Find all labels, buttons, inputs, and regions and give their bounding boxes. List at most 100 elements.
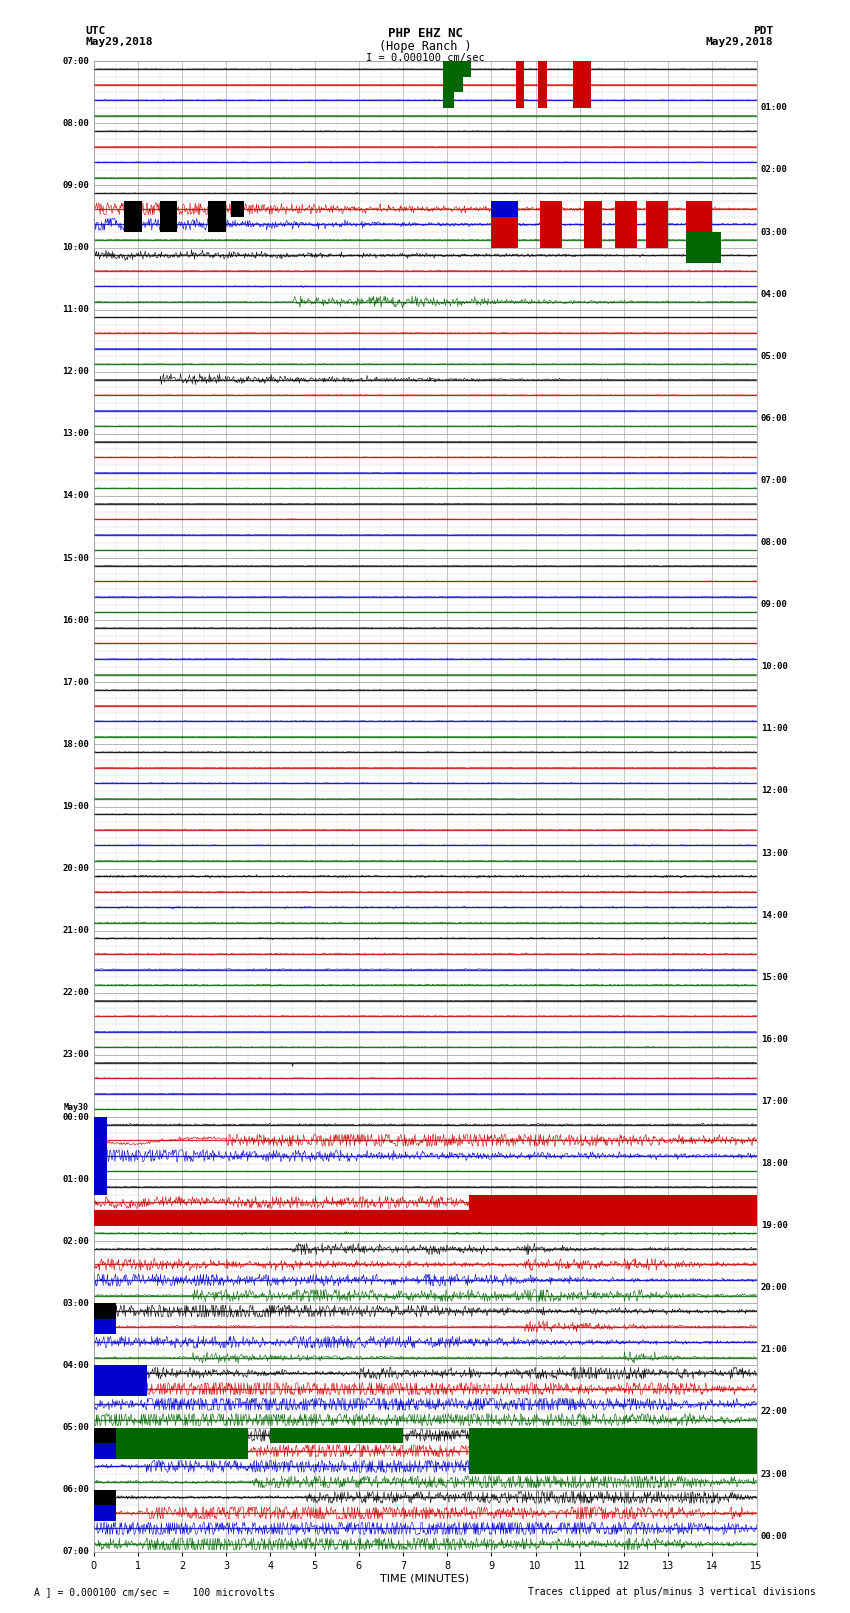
Bar (469, 1195, 756, 1210)
Text: May29,2018: May29,2018 (85, 37, 152, 47)
Text: 15:00: 15:00 (62, 553, 89, 563)
Bar (116, 1428, 248, 1444)
Text: 17:00: 17:00 (62, 677, 89, 687)
Text: May30: May30 (64, 1103, 89, 1113)
Text: 08:00: 08:00 (761, 539, 788, 547)
Text: 03:00: 03:00 (62, 1298, 89, 1308)
Bar (516, 92, 524, 108)
Text: 13:00: 13:00 (761, 848, 788, 858)
Text: 05:00: 05:00 (62, 1423, 89, 1432)
Bar (208, 216, 226, 232)
Bar (686, 216, 712, 232)
Text: 22:00: 22:00 (62, 989, 89, 997)
Text: Traces clipped at plus/minus 3 vertical divisions: Traces clipped at plus/minus 3 vertical … (528, 1587, 816, 1597)
Bar (270, 1428, 403, 1444)
Bar (686, 232, 721, 247)
Bar (646, 202, 668, 216)
Bar (94, 1365, 146, 1381)
Bar (94, 1148, 107, 1163)
Text: 21:00: 21:00 (761, 1345, 788, 1355)
Text: 01:00: 01:00 (62, 1174, 89, 1184)
Text: 21:00: 21:00 (62, 926, 89, 936)
Text: 06:00: 06:00 (62, 1486, 89, 1494)
Text: 02:00: 02:00 (62, 1237, 89, 1245)
Bar (94, 1319, 116, 1334)
Text: 09:00: 09:00 (761, 600, 788, 610)
Bar (584, 232, 602, 247)
Bar (94, 1428, 116, 1444)
Text: 09:00: 09:00 (62, 181, 89, 190)
Bar (94, 1505, 116, 1521)
Bar (686, 248, 721, 263)
Bar (615, 202, 638, 216)
Bar (491, 216, 518, 232)
Bar (538, 92, 547, 108)
Text: 10:00: 10:00 (62, 244, 89, 252)
Bar (469, 1458, 756, 1474)
Text: 14:00: 14:00 (62, 492, 89, 500)
Bar (584, 202, 602, 216)
Bar (573, 92, 591, 108)
Bar (443, 92, 454, 108)
Text: PHP EHZ NC: PHP EHZ NC (388, 27, 462, 40)
Text: 17:00: 17:00 (761, 1097, 788, 1107)
Text: 07:00: 07:00 (62, 56, 89, 66)
Text: 23:00: 23:00 (761, 1469, 788, 1479)
Bar (94, 1163, 107, 1179)
Bar (538, 77, 547, 92)
X-axis label: TIME (MINUTES): TIME (MINUTES) (381, 1574, 469, 1584)
Bar (646, 216, 668, 232)
Text: I = 0.000100 cm/sec: I = 0.000100 cm/sec (366, 53, 484, 63)
Bar (94, 1381, 146, 1397)
Text: 02:00: 02:00 (761, 166, 788, 174)
Text: May29,2018: May29,2018 (706, 37, 774, 47)
Text: 01:00: 01:00 (761, 103, 788, 113)
Text: 23:00: 23:00 (62, 1050, 89, 1060)
Bar (540, 232, 562, 247)
Text: 19:00: 19:00 (761, 1221, 788, 1231)
Bar (208, 202, 226, 216)
Text: 15:00: 15:00 (761, 973, 788, 982)
Bar (94, 1490, 116, 1505)
Text: 22:00: 22:00 (761, 1408, 788, 1416)
Text: 16:00: 16:00 (62, 616, 89, 624)
Text: 14:00: 14:00 (761, 911, 788, 919)
Bar (686, 202, 712, 216)
Text: 19:00: 19:00 (62, 802, 89, 811)
Bar (516, 77, 524, 92)
Bar (124, 202, 142, 216)
Bar (615, 216, 638, 232)
Bar (538, 61, 547, 77)
Bar (615, 232, 638, 247)
Text: PDT: PDT (753, 26, 774, 35)
Text: (Hope Ranch ): (Hope Ranch ) (379, 40, 471, 53)
Bar (469, 1428, 756, 1444)
Bar (160, 202, 178, 216)
Text: UTC: UTC (85, 26, 105, 35)
Bar (94, 1132, 107, 1148)
Text: 00:00: 00:00 (761, 1532, 788, 1540)
Text: 18:00: 18:00 (761, 1160, 788, 1168)
Bar (94, 1381, 116, 1397)
Bar (94, 1303, 116, 1319)
Text: 08:00: 08:00 (62, 119, 89, 127)
Bar (94, 1365, 116, 1381)
Text: 07:00: 07:00 (62, 1547, 89, 1557)
Text: 11:00: 11:00 (62, 305, 89, 315)
Bar (94, 1210, 756, 1226)
Bar (230, 202, 244, 216)
Bar (124, 216, 142, 232)
Bar (116, 1444, 248, 1458)
Text: A ] = 0.000100 cm/sec =    100 microvolts: A ] = 0.000100 cm/sec = 100 microvolts (34, 1587, 275, 1597)
Text: 04:00: 04:00 (761, 290, 788, 298)
Bar (443, 77, 462, 92)
Bar (584, 216, 602, 232)
Bar (573, 61, 591, 77)
Text: 06:00: 06:00 (761, 415, 788, 423)
Bar (573, 77, 591, 92)
Bar (94, 1444, 116, 1458)
Text: 20:00: 20:00 (761, 1284, 788, 1292)
Text: 16:00: 16:00 (761, 1036, 788, 1044)
Text: 13:00: 13:00 (62, 429, 89, 439)
Bar (94, 1116, 107, 1132)
